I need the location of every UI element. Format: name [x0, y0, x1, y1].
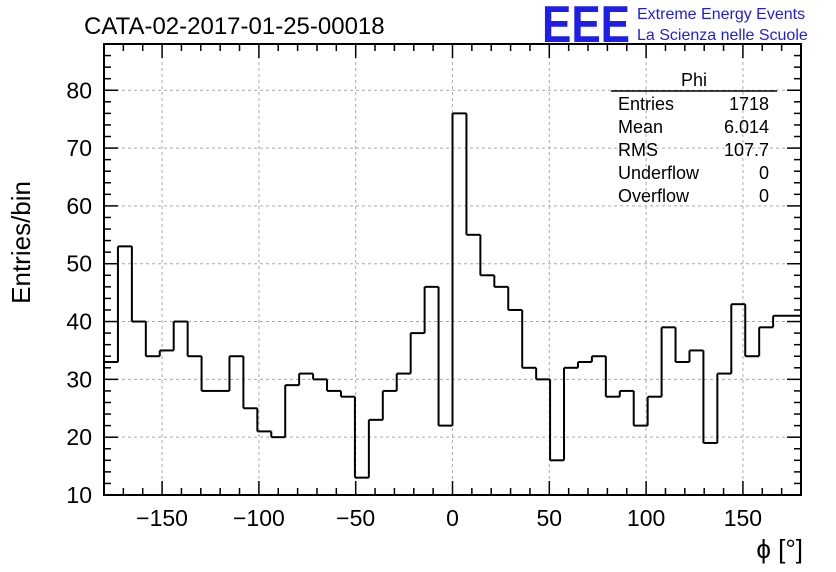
- stats-value: 0: [759, 163, 769, 183]
- x-tick-label: −100: [233, 505, 285, 531]
- y-tick-label: 20: [66, 424, 92, 450]
- plot-frame: [103, 43, 802, 496]
- eee-logo: EEE Extreme Energy Events La Scienza nel…: [542, 0, 808, 54]
- x-tick-label: −150: [136, 505, 188, 531]
- logo-mark: EEE: [542, 0, 630, 54]
- stats-box: Phi Entries 1718 Mean 6.014 RMS 107.7 Underflo…: [611, 70, 777, 206]
- x-tick-label: 150: [724, 505, 762, 531]
- logo-line-1: Extreme Energy Events: [637, 6, 805, 23]
- stats-title: Phi: [681, 70, 707, 90]
- stats-label: Mean: [618, 117, 663, 137]
- y-tick-label: 80: [66, 77, 92, 103]
- y-axis-label: Entries/bin: [6, 181, 36, 304]
- stats-label: Entries: [618, 94, 674, 114]
- logo-line-2: La Scienza nelle Scuole: [637, 27, 808, 44]
- x-tick-labels: −150 −100 −50 0 50 100 150: [136, 505, 762, 531]
- x-axis-label: ϕ [°]: [756, 534, 803, 564]
- x-tick-label: 0: [446, 505, 459, 531]
- y-tick-labels: 10 20 30 40 50 60 70 80: [66, 77, 92, 508]
- y-tick-label: 40: [66, 309, 92, 335]
- y-tick-label: 60: [66, 193, 92, 219]
- stats-label: RMS: [618, 140, 658, 160]
- y-tick-label: 10: [66, 482, 92, 508]
- stats-value: 1718: [729, 94, 769, 114]
- x-tick-label: 50: [537, 505, 563, 531]
- histogram-bins: [104, 112, 801, 479]
- stats-label: Overflow: [618, 186, 690, 206]
- x-tick-label: 100: [627, 505, 665, 531]
- stats-value: 0: [759, 186, 769, 206]
- stats-value: 107.7: [724, 140, 769, 160]
- chart-title: CATA-02-2017-01-25-00018: [84, 13, 385, 40]
- stats-value: 6.014: [724, 117, 769, 137]
- axis-ticks: [103, 43, 802, 496]
- y-tick-label: 70: [66, 135, 92, 161]
- stats-label: Underflow: [618, 163, 700, 183]
- x-tick-label: −50: [336, 505, 375, 531]
- y-tick-label: 50: [66, 251, 92, 277]
- y-tick-label: 30: [66, 366, 92, 392]
